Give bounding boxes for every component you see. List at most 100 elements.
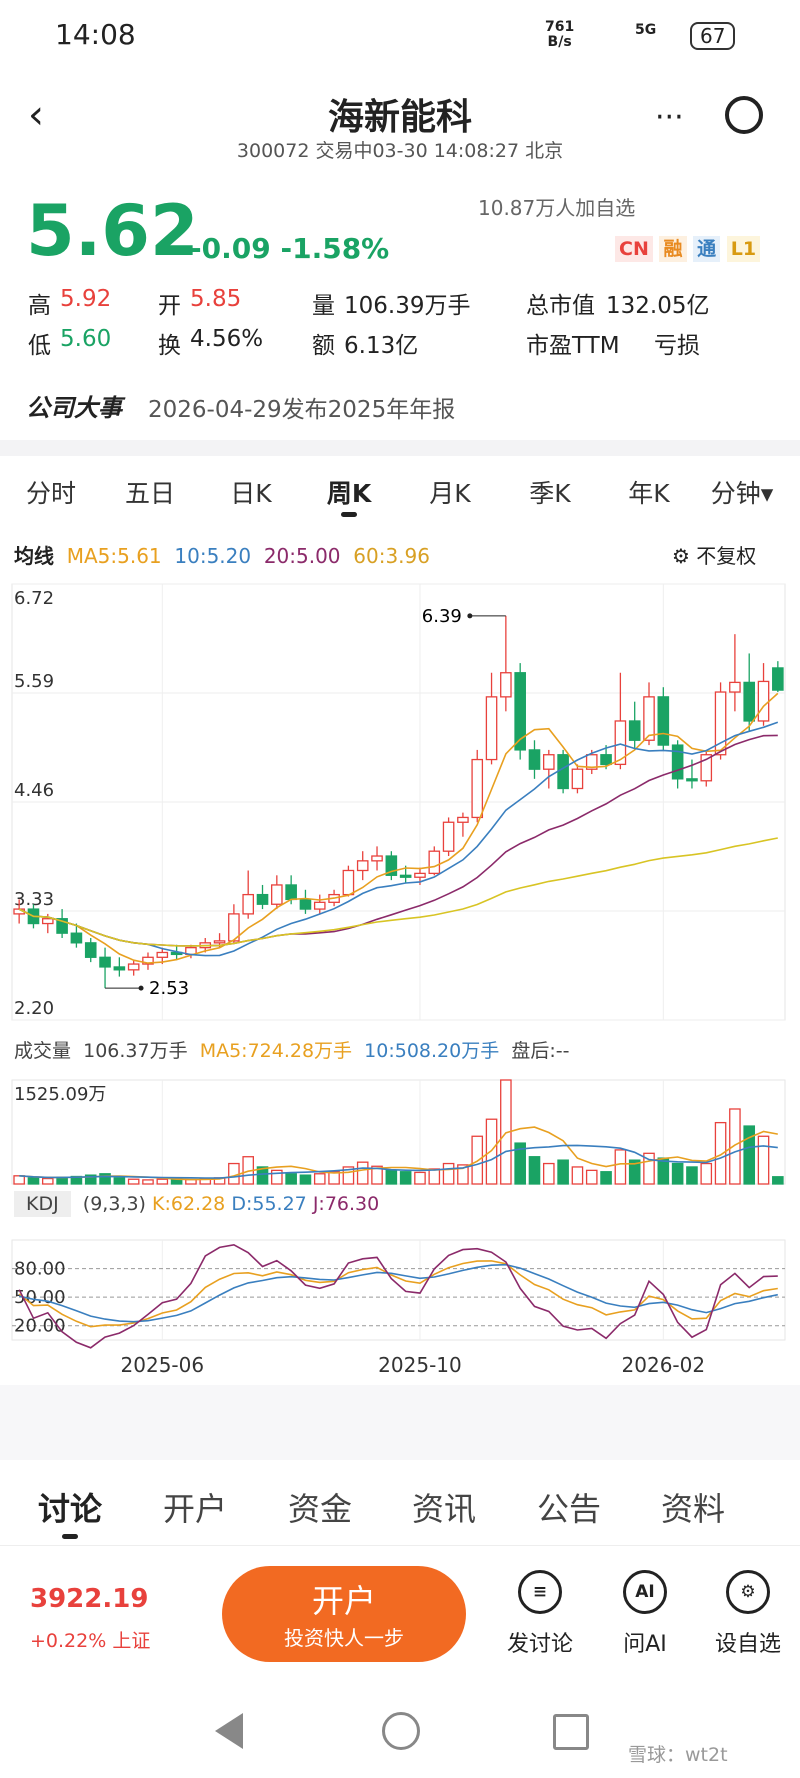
volume-bar [342, 1166, 355, 1185]
stat-label: 市盈TTM [526, 333, 620, 359]
candle-body [356, 860, 369, 872]
volume-bar [428, 1168, 441, 1185]
annotation-dot [467, 613, 473, 619]
stat-value: 6.13亿 [344, 333, 419, 359]
change-pct: -1.58% [280, 232, 390, 265]
kdj-item: (9,3,3) [82, 1193, 146, 1215]
volume-bar [628, 1159, 641, 1185]
volume-bar [600, 1171, 612, 1185]
volume-bar [399, 1171, 412, 1185]
kdj-item: K:62.28 [152, 1193, 226, 1215]
volume-bar [686, 1166, 698, 1185]
ma-line [18, 692, 779, 964]
bottom-tab[interactable]: 开户 [162, 1490, 227, 1528]
period-tab[interactable]: 日K [230, 479, 272, 508]
button-text: 开户 [311, 1582, 376, 1620]
ma-legend: 均线 MA5:5.61 10:5.20 20:5.00 60:3.96 [14, 540, 430, 569]
bottom-tab[interactable]: 资料 [660, 1490, 725, 1528]
candle-body [399, 874, 412, 878]
speed-unit: B/s [547, 34, 572, 50]
volume-bar [27, 1177, 40, 1185]
volume-bar [585, 1169, 598, 1185]
period-tab[interactable]: 分时 [25, 479, 76, 508]
stat-label: 总市值 [526, 293, 595, 319]
y-tick-label: 5.59 [14, 671, 54, 692]
y-tick-label: 4.46 [14, 780, 54, 801]
volume-bar [13, 1175, 25, 1185]
adjust[interactable]: ⚙ 不复权 [672, 544, 757, 568]
volume-bar [371, 1165, 383, 1185]
period-tab[interactable]: 月K [429, 479, 471, 508]
volume-bar [113, 1177, 126, 1185]
ma-item: 60:3.96 [353, 544, 430, 568]
ma-item: MA5:5.61 [66, 544, 162, 568]
bottom-tab[interactable]: 资讯 [411, 1490, 476, 1528]
y-tick-label: 80.00 [14, 1259, 66, 1280]
volume-bar [414, 1171, 426, 1185]
title: 海新能科 [327, 97, 472, 138]
stat-label: 开 [158, 293, 181, 319]
action-icon[interactable]: ⚙ [726, 1570, 770, 1614]
stat-value: 5.60 [60, 326, 112, 352]
candle-body [614, 720, 627, 766]
stat-label: 高 [28, 293, 51, 319]
kdj-item: J:76.30 [312, 1193, 380, 1215]
period-tab[interactable]: 五日 [124, 479, 175, 508]
volume-bar [285, 1173, 297, 1185]
bottom-tab[interactable]: 资金 [287, 1490, 352, 1528]
tag: 融 [659, 236, 687, 262]
period-tab[interactable]: 季K [529, 479, 571, 508]
action-icon[interactable]: AI [623, 1570, 667, 1614]
volume-bar [170, 1179, 183, 1185]
period-tab[interactable]: 周K [326, 479, 372, 508]
period-tab[interactable]: 年K [628, 479, 670, 508]
candle-body [142, 956, 154, 965]
volume-bar [514, 1142, 526, 1185]
volume-bar [485, 1118, 498, 1185]
volume-bar [41, 1177, 54, 1185]
tab-indicator [341, 512, 357, 517]
volume-bar [385, 1169, 398, 1185]
network: 5G [635, 22, 657, 38]
action-icon[interactable]: ≡ [518, 1570, 562, 1614]
period-tab[interactable]: 分钟▾ [710, 479, 774, 508]
more[interactable]: ··· [655, 100, 684, 135]
index-change: +0.22% 上证 [30, 1630, 151, 1652]
action-label: 发讨论 [506, 1632, 573, 1657]
action-label: 问AI [623, 1632, 667, 1657]
nav-recent[interactable] [553, 1714, 589, 1750]
open-account-button[interactable]: 开户 投资快人一步 [222, 1566, 466, 1662]
stat-value: 5.92 [60, 286, 112, 312]
change: -0.09 -1.58% [190, 232, 389, 265]
candle-body [99, 956, 111, 968]
y-tick-label: 20.00 [14, 1316, 66, 1337]
search[interactable] [725, 96, 763, 134]
volume-bar [471, 1135, 484, 1185]
ma-item: 20:5.00 [263, 544, 341, 568]
charts: 2025-06 2025-10 2026-02 6.72 5.59 4.46 3.33 2.2… [11, 583, 786, 1377]
back[interactable]: ‹ [28, 92, 44, 138]
candle-body [628, 720, 641, 741]
candle-body [299, 898, 312, 910]
change-abs: -0.09 [190, 232, 271, 265]
tag: L1 [726, 236, 761, 262]
candle-body [471, 758, 484, 819]
kdj-legend: KDJ (9,3,3) K:62.28 D:55.27 J:76.30 [14, 1191, 380, 1217]
candle-body [514, 672, 526, 751]
nav-back[interactable] [215, 1713, 243, 1749]
bottom-tab[interactable]: 公告 [536, 1490, 601, 1528]
y-tick-label: 6.72 [14, 588, 54, 609]
volume-bar [299, 1174, 312, 1185]
candle-body [457, 816, 469, 823]
ma-line [18, 837, 778, 947]
bottom-tab[interactable]: 讨论 [37, 1490, 102, 1528]
candle-body [213, 940, 226, 944]
annotation: 6.39 [422, 606, 462, 627]
nav-home[interactable] [382, 1712, 420, 1750]
candle-body [113, 966, 126, 971]
index-value: 3922.19 [30, 1584, 149, 1614]
action-label: 设自选 [714, 1632, 781, 1657]
candle-body [385, 855, 398, 876]
volume-bar [457, 1164, 469, 1185]
